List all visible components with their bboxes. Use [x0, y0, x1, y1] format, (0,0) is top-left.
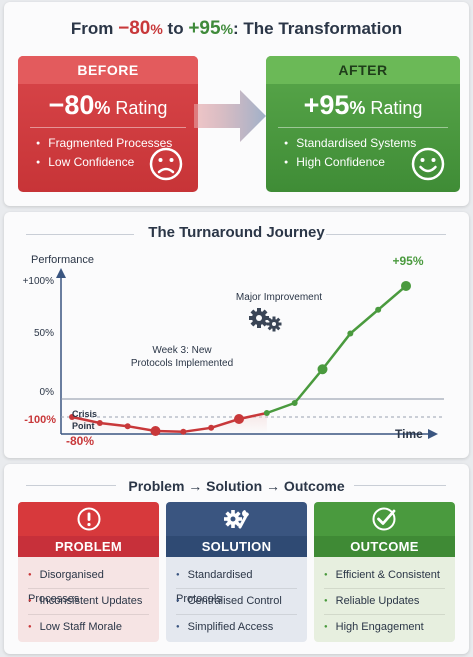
transition-arrow-icon	[194, 90, 266, 142]
main-title: From −80% to +95%: The Transformation	[70, 18, 403, 39]
after-bullet: High Confidence	[284, 153, 460, 172]
list-item: Efficient & Consistent	[324, 563, 445, 589]
solution-column: SOLUTION Standardised Protocols Centrali…	[166, 502, 307, 642]
sad-face-icon	[149, 147, 183, 181]
decline-shading	[72, 399, 267, 434]
title-rule	[26, 234, 134, 235]
before-card: BEFORE −80% Rating Fragmented Processes …	[18, 56, 198, 192]
list-item: Low Staff Morale	[28, 615, 149, 641]
checkmark-icon	[372, 507, 395, 531]
series-point	[69, 414, 75, 420]
after-bullet: Standardised Systems	[284, 134, 460, 153]
problem-solution-outcome-panel: Problem → Solution → Outcome PROBLEM Dis…	[4, 464, 469, 654]
after-rating: +95% Rating	[303, 90, 423, 120]
title-rule	[326, 234, 446, 235]
list-item: Simplified Access	[176, 615, 297, 641]
end-value-label: +95%	[392, 254, 423, 268]
journey-panel: The Turnaround Journey Performance Time …	[4, 212, 469, 458]
gears-icon	[249, 308, 282, 332]
series-point	[375, 306, 382, 313]
problem-column: PROBLEM Disorganised Processes Inconsist…	[18, 502, 159, 642]
to-value: +95	[188, 18, 221, 39]
start-value-label: -80%	[66, 434, 94, 448]
gear-wrench-icon	[223, 510, 249, 529]
title-rule	[26, 485, 116, 486]
rise-series-line	[266, 284, 407, 415]
list-item: Disorganised Processes	[28, 563, 149, 605]
problem-heading: PROBLEM	[18, 536, 159, 557]
after-card: AFTER +95% Rating Standardised Systems H…	[266, 56, 460, 192]
before-rating: −80% Rating	[48, 90, 168, 120]
y-axis-label: Performance	[31, 254, 94, 266]
crisis-label: Crisis	[72, 409, 97, 419]
outcome-column: OUTCOME Efficient & Consistent Reliable …	[314, 502, 455, 642]
list-item: High Engagement	[324, 615, 445, 641]
list-item: Standardised Protocols	[176, 563, 297, 605]
y-tick-label: -100%	[24, 414, 56, 426]
y-tick-label: +100%	[23, 276, 55, 287]
series-point	[124, 423, 131, 430]
solution-icon-band	[166, 502, 307, 536]
series-point	[347, 330, 354, 337]
after-bullets: Standardised Systems High Confidence	[266, 134, 460, 172]
before-divider	[30, 127, 186, 128]
exclamation-icon	[77, 507, 100, 531]
before-bullet: Fragmented Processes	[36, 134, 198, 153]
problem-icon-band	[18, 502, 159, 536]
outcome-list: Efficient & Consistent Reliable Updates …	[314, 557, 455, 641]
series-point	[180, 428, 187, 435]
journey-title: The Turnaround Journey	[148, 224, 325, 241]
happy-face-icon	[411, 147, 445, 181]
series-point	[291, 400, 298, 406]
solution-list: Standardised Protocols Centralised Contr…	[166, 557, 307, 641]
from-value: −80	[118, 18, 151, 39]
list-item: Reliable Updates	[324, 589, 445, 615]
week3-label: Protocols Implemented	[131, 358, 233, 369]
outcome-icon-band	[314, 502, 455, 536]
before-bullet: Low Confidence	[36, 153, 198, 172]
series-point	[401, 280, 411, 291]
series-point	[150, 426, 161, 436]
outcome-heading: OUTCOME	[314, 536, 455, 557]
after-divider	[278, 127, 448, 128]
pso-title: Problem → Solution → Outcome	[128, 478, 345, 494]
y-tick-label: 50%	[34, 328, 54, 339]
after-heading: AFTER	[266, 56, 460, 84]
major-improvement-label: Major Improvement	[236, 292, 322, 303]
series-point	[234, 414, 244, 424]
series-point	[96, 420, 103, 426]
x-axis-arrow-icon	[428, 429, 438, 439]
x-axis-label: Time	[395, 427, 423, 441]
before-after-panel: From −80% to +95%: The Transformation BE…	[4, 2, 469, 206]
series-point	[317, 364, 328, 375]
journey-chart: Performance Time +100% 50% 0% -100% Cris…	[23, 254, 444, 448]
title-rule	[354, 485, 446, 486]
y-axis-arrow-icon	[56, 268, 66, 278]
crisis-label: Point	[72, 421, 95, 431]
list-item: Inconsistent Updates	[28, 589, 149, 615]
series-points	[69, 280, 411, 436]
series-point	[263, 410, 270, 416]
solution-heading: SOLUTION	[166, 536, 307, 557]
list-item: Centralised Control	[176, 589, 297, 615]
problem-list: Disorganised Processes Inconsistent Upda…	[18, 557, 159, 641]
before-bullets: Fragmented Processes Low Confidence	[18, 134, 198, 172]
week3-label: Week 3: New	[152, 345, 212, 356]
before-heading: BEFORE	[18, 56, 198, 84]
series-point	[208, 424, 215, 431]
y-tick-label: 0%	[40, 387, 55, 398]
